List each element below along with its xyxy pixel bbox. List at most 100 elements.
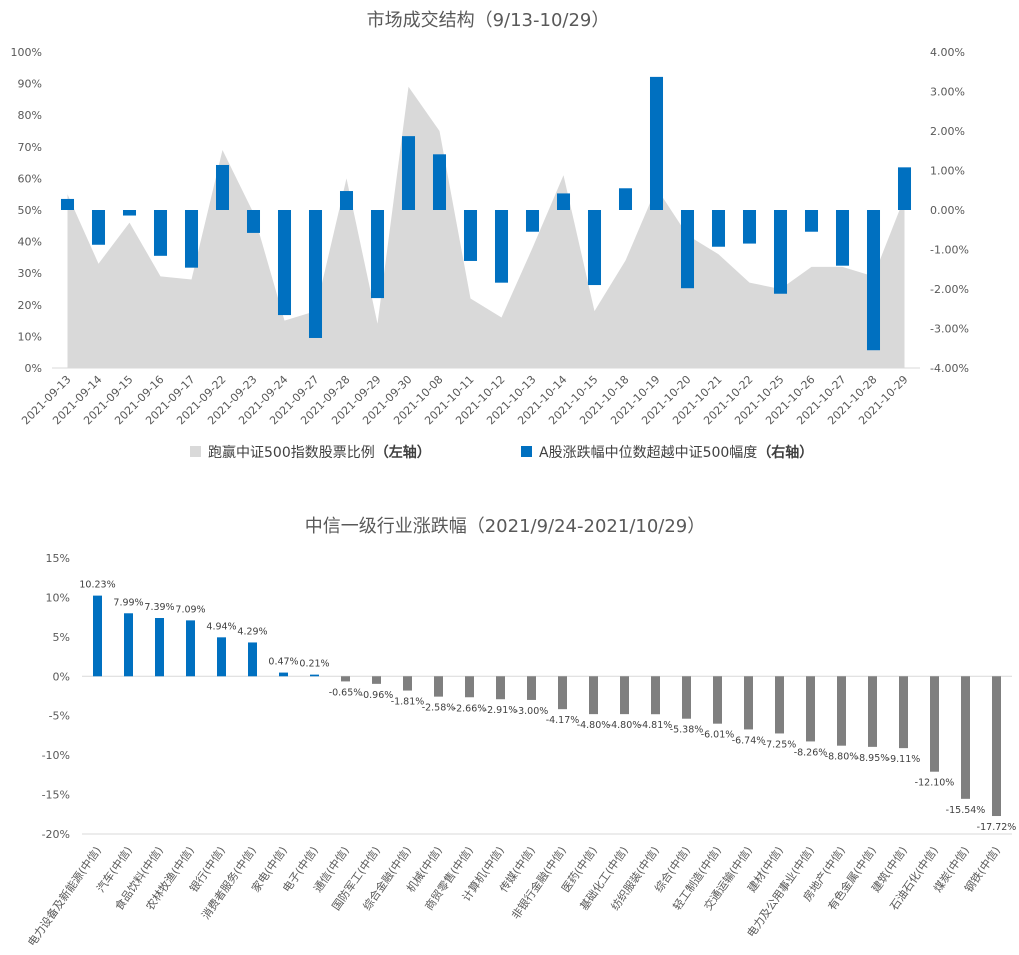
y-left-tick: 10%	[18, 330, 42, 343]
data-label: -8.80%	[825, 752, 859, 763]
bar	[217, 637, 226, 677]
bar	[525, 210, 540, 232]
bar	[773, 210, 788, 294]
bar	[682, 676, 691, 719]
data-label: -9.11%	[887, 754, 921, 765]
y-tick: -20%	[42, 828, 70, 841]
x-tick: 非银行金融(中信)	[508, 844, 569, 922]
data-label: -8.26%	[794, 747, 828, 758]
data-label: -6.01%	[701, 730, 735, 741]
bar	[742, 210, 757, 244]
y-tick: -15%	[42, 789, 70, 802]
data-label: -15.54%	[946, 805, 986, 816]
y-tick: 0%	[53, 670, 70, 683]
bar	[556, 193, 571, 210]
data-label: -2.91%	[484, 705, 518, 716]
bar	[620, 676, 629, 715]
y-left-tick: 50%	[18, 204, 42, 217]
bar	[341, 676, 350, 682]
chart1-title: 市场成交结构（9/13-10/29）	[367, 10, 610, 31]
bar	[496, 676, 505, 700]
data-label: 4.94%	[206, 621, 236, 632]
bar	[124, 613, 133, 677]
y-left-tick: 60%	[18, 172, 42, 185]
bar	[775, 676, 784, 734]
bar	[711, 210, 726, 247]
bar	[589, 676, 598, 715]
data-label: -3.00%	[515, 706, 549, 717]
bar	[744, 676, 753, 730]
svg-text:A股涨跌幅中位数超越中证500幅度（右轴）: A股涨跌幅中位数超越中证500幅度（右轴）	[539, 444, 813, 461]
y-right-tick: 3.00%	[930, 86, 965, 99]
y-left-tick: 70%	[18, 141, 42, 154]
y-tick: -10%	[42, 749, 70, 762]
bar	[494, 210, 509, 283]
legend-suffix-area: （左轴）	[375, 444, 431, 461]
bar	[93, 595, 102, 677]
bar	[465, 676, 474, 698]
x-tick: 电力设备及新能源(中信)	[24, 844, 103, 949]
bar	[961, 676, 970, 799]
data-label: -17.72%	[977, 822, 1017, 833]
bar	[434, 676, 443, 697]
data-label: 0.47%	[268, 657, 298, 668]
bar	[651, 676, 660, 715]
bar	[527, 676, 536, 700]
y-left-tick: 80%	[18, 109, 42, 122]
y-tick: 10%	[46, 591, 70, 604]
data-label: -4.17%	[546, 715, 580, 726]
bar	[930, 676, 939, 772]
bar	[558, 676, 567, 710]
y-right-tick: 1.00%	[930, 165, 965, 178]
data-label: -8.95%	[856, 753, 890, 764]
bar	[587, 210, 602, 286]
market-structure-chart: 市场成交结构（9/13-10/29） 0% 10% 20% 30% 40% 50% 60% 7…	[11, 10, 969, 461]
bar	[401, 136, 416, 210]
y-left-tick: 100%	[11, 46, 42, 59]
y-right-tick: 4.00%	[930, 46, 965, 59]
y-left-tick: 90%	[18, 78, 42, 91]
bar	[899, 676, 908, 749]
bar	[463, 210, 478, 261]
bar	[897, 167, 912, 210]
data-label: -0.96%	[360, 690, 394, 701]
y-right-tick: -1.00%	[930, 244, 969, 257]
data-label: -0.65%	[329, 687, 363, 698]
bar	[804, 210, 819, 232]
y-left-tick: 0%	[25, 362, 42, 375]
bar	[713, 676, 722, 724]
bar	[370, 210, 385, 299]
data-label: -5.38%	[670, 725, 704, 736]
legend-swatch-area	[190, 446, 201, 457]
data-label: -4.80%	[608, 720, 642, 731]
bar	[279, 672, 288, 677]
data-label: -2.58%	[422, 703, 456, 714]
data-label: -2.66%	[453, 703, 487, 714]
y-right-tick: 0.00%	[930, 204, 965, 217]
y-right-tick: -4.00%	[930, 362, 969, 375]
bar	[806, 676, 815, 742]
legend-swatch-bar	[521, 446, 532, 457]
y-tick: 15%	[46, 552, 70, 565]
data-label: 0.21%	[299, 659, 329, 670]
data-label: 7.39%	[144, 602, 174, 613]
legend-suffix-bar: （右轴）	[757, 444, 813, 461]
data-label: -1.81%	[391, 697, 425, 708]
data-label: -4.80%	[577, 720, 611, 731]
industry-return-chart: 中信一级行业涨跌幅（2021/9/24-2021/10/29） 10.23% 7.…	[24, 516, 1017, 949]
x-tick: 消费者服务(中信)	[198, 844, 259, 922]
area-series	[67, 86, 905, 368]
y-left-tick: 40%	[18, 236, 42, 249]
data-label: -12.10%	[915, 778, 955, 789]
bar	[835, 210, 850, 266]
bar	[992, 676, 1001, 817]
bar	[122, 210, 137, 216]
bar	[91, 210, 106, 245]
y-right-tick: -2.00%	[930, 283, 969, 296]
bar	[866, 210, 881, 351]
bar	[649, 76, 664, 210]
y-left-tick: 30%	[18, 267, 42, 280]
y-right-tick: -3.00%	[930, 323, 969, 336]
data-label: 7.09%	[175, 604, 205, 615]
y-left-tick: 20%	[18, 299, 42, 312]
